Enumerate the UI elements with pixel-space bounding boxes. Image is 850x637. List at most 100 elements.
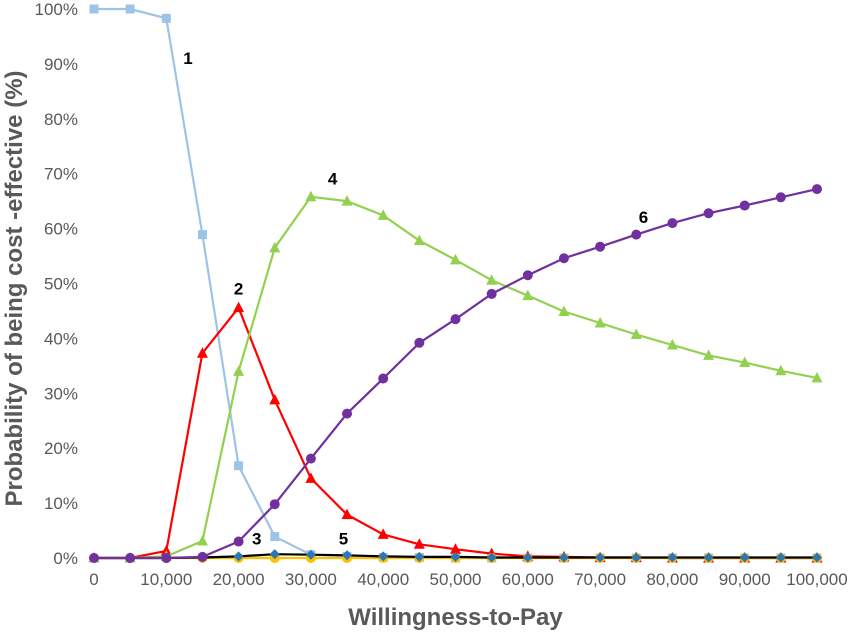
y-tick-label: 100% [35,0,78,19]
series-4-point [811,371,823,383]
y-tick-label: 40% [44,329,78,348]
series-6-line [94,188,818,560]
y-tick-label: 10% [44,494,78,513]
series-4-line [94,195,818,560]
series-4-point [775,364,787,376]
series-label-2: 2 [234,279,243,298]
series-6-point [486,288,497,299]
series-4-point [341,195,353,206]
series-1-point [125,4,135,14]
series-6-point [558,253,569,264]
y-tick-label: 70% [44,165,78,184]
series-4-point [630,328,642,340]
series-6-point [342,408,353,419]
series-6-point [450,314,461,325]
series-2-point [233,301,245,313]
series-6-point [161,553,172,563]
series-6 [89,184,822,563]
series-2-point [413,538,425,549]
series-2-point [377,528,389,539]
y-axis-title: Probability of being cost -effective (%) [1,70,28,506]
x-tick-label: 90,000 [719,570,771,589]
series-6-point [233,536,244,547]
series-5-point [342,550,353,561]
x-tick-label: 100,000 [786,570,847,589]
series-4-point [269,241,281,253]
series-5-point [775,552,786,563]
series-5-point [739,552,750,563]
series-4-point [666,338,678,350]
series-1-point [270,532,280,542]
x-tick-label: 10,000 [140,570,192,589]
series-5-point [378,551,389,562]
series-6-point [89,553,99,563]
x-tick-label: 60,000 [502,570,554,589]
series-6-point [125,553,136,563]
series-2-point [450,543,461,554]
series-6-point [197,551,208,562]
annotations: 1 2 3 4 5 6 [183,49,648,548]
series-5-point [414,551,425,562]
series-2-point [305,472,317,483]
x-tick-label: 50,000 [430,570,482,589]
series-6-point [378,373,389,384]
x-tick-labels: 0 10,000 20,000 30,000 40,000 50,000 60,000 70,… [89,570,847,589]
series-2 [88,301,823,563]
series-label-3: 3 [252,529,261,548]
series-4-point [377,209,389,220]
y-tick-label: 50% [44,275,78,294]
series-6-point [269,499,280,510]
series-5-point [450,551,461,562]
series-5-point [595,552,606,563]
series-label-1: 1 [183,49,192,68]
series-4-point [739,356,751,368]
series-5-point [703,552,714,563]
series-4-point [305,190,317,202]
series-1-point [197,230,207,240]
series-4-point [558,305,570,316]
series-5-point [522,552,533,563]
series-1 [89,4,822,563]
series-1-point [89,4,99,14]
series-4-point [703,349,715,360]
y-tick-label: 0% [53,549,78,568]
x-tick-label: 40,000 [357,570,409,589]
series-2-point [160,544,172,556]
series-1-point [161,13,171,23]
series-6-point [522,270,533,281]
series-6-point [414,337,425,348]
series-6-point [812,184,822,195]
series-5-point [305,549,316,560]
series-2-point [196,347,208,358]
series-5-point [486,552,497,563]
series-5-point [812,552,822,563]
y-tick-label: 30% [44,384,78,403]
series-label-5: 5 [339,529,348,548]
series-label-6: 6 [639,208,648,227]
y-tick-label: 20% [44,439,78,458]
y-tick-label: 90% [44,55,78,74]
series-4-point [413,234,425,246]
series-6-point [595,241,606,252]
series-4-point [233,365,245,376]
x-axis-title: Willingness-to-Pay [348,604,563,631]
series-5-point [233,551,244,562]
series-2-point [269,393,281,405]
x-tick-label: 80,000 [646,570,698,589]
x-tick-label: 0 [89,570,98,589]
series-4-point [196,534,208,546]
series-2-point [341,508,353,520]
series-2-line [94,306,817,560]
series-5-point [558,552,569,563]
series-5-point [631,552,642,563]
series-4-point [486,274,498,285]
series-6-point [739,200,750,211]
series-6-point [703,208,714,219]
series-1-line [94,7,817,560]
series-label-4: 4 [328,170,338,189]
series-6-point [775,192,786,203]
series-5-point [269,549,280,560]
y-tick-label: 80% [44,110,78,129]
